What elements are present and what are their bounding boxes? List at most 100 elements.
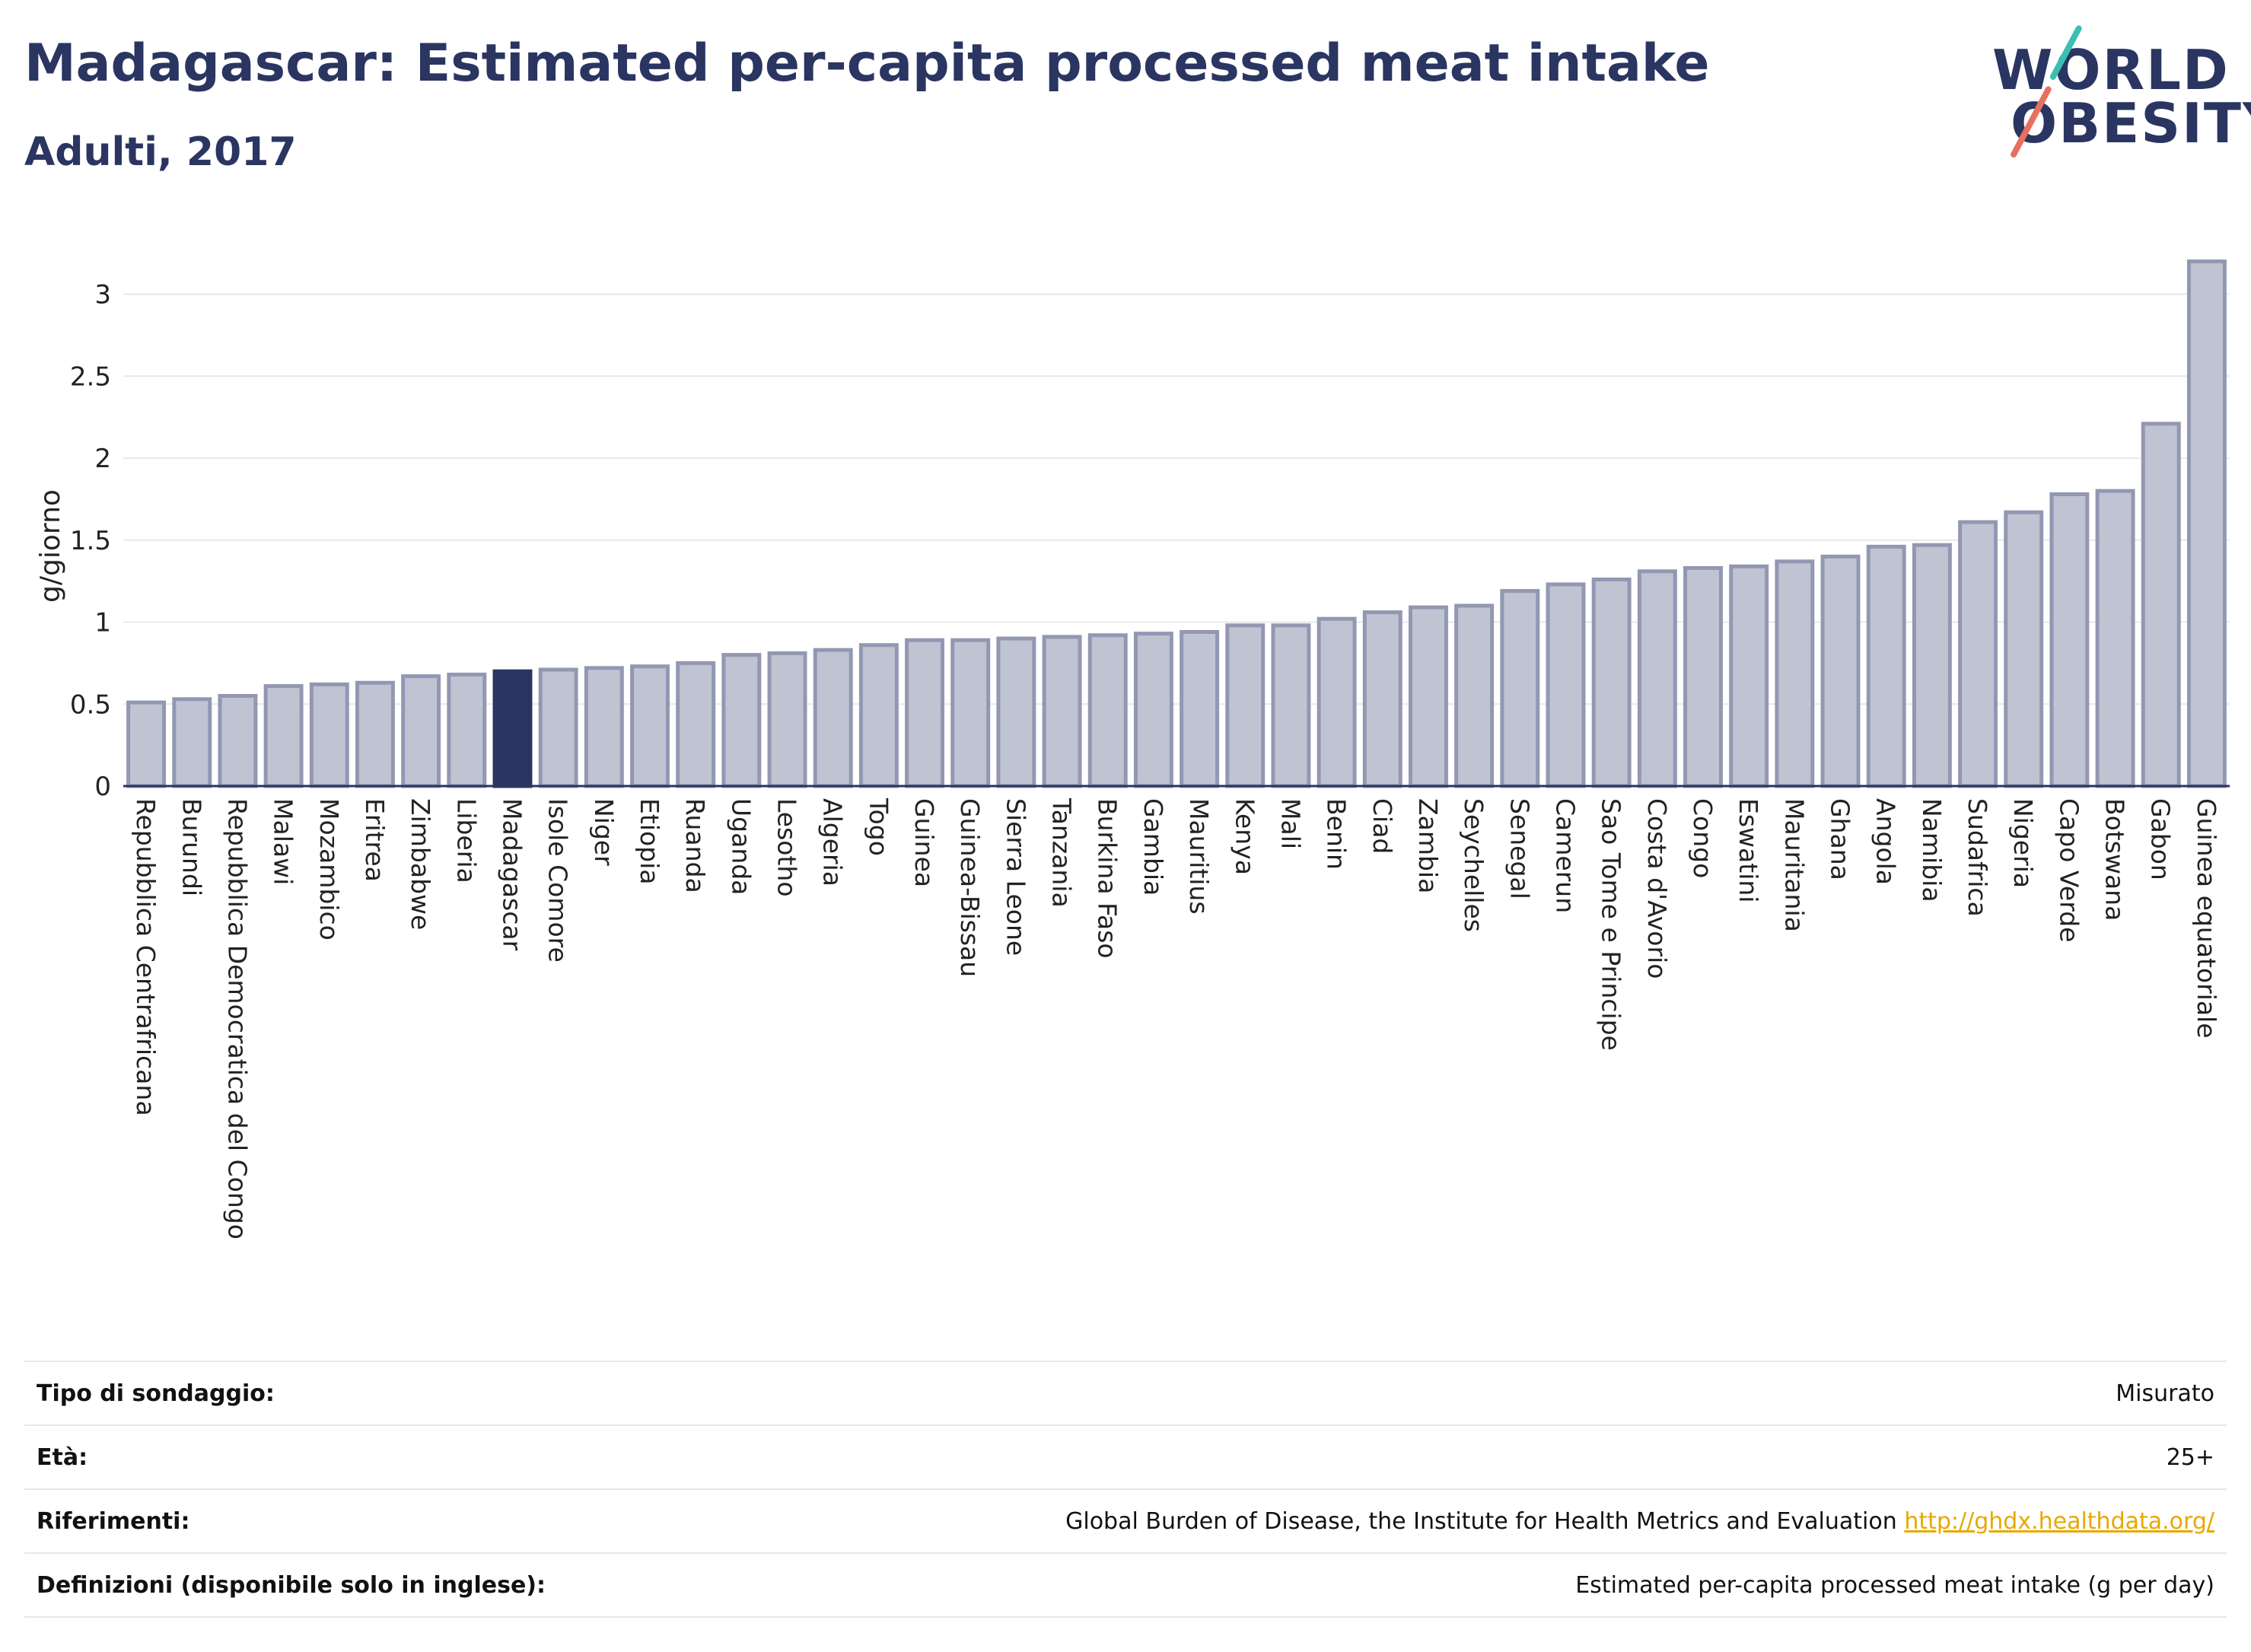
bar-repubblica-centrafricana[interactable] [126, 700, 167, 788]
bar-chart: 0 0.5 1 1.5 2 2.5 3 Repubblica Centrafricana Bu… [35, 259, 2230, 1240]
x-tick-label: Mauritania [1779, 798, 1809, 932]
x-tick-label: Gabon [2146, 798, 2176, 880]
info-row-definitions: Definizioni (disponibile solo in inglese… [24, 1552, 2227, 1618]
bar-mozambico[interactable] [309, 682, 349, 788]
bar-seychelles[interactable] [1454, 603, 1495, 788]
x-tick-label: Eswatini [1734, 798, 1763, 902]
x-tick-label: Gambia [1138, 798, 1168, 896]
x-tick-label: Sao Tome e Principe [1597, 798, 1626, 1051]
bar-gabon[interactable] [2141, 422, 2181, 788]
bar-lesotho[interactable] [767, 651, 807, 788]
reference-text: Global Burden of Disease, the Institute … [1065, 1507, 1897, 1535]
y-tick-label: 3 [94, 280, 111, 310]
y-tick-label: 1 [94, 608, 111, 638]
x-tick-label: Namibia [1917, 798, 1947, 902]
x-tick-label: Niger [589, 798, 619, 866]
info-value: Estimated per-capita processed meat inta… [1575, 1571, 2214, 1599]
bar-algeria[interactable] [813, 648, 853, 788]
bar-burkina-faso[interactable] [1087, 633, 1128, 788]
bars [126, 259, 2227, 788]
x-tick-label: Capo Verde [2054, 798, 2084, 942]
bar-botswana[interactable] [2095, 489, 2135, 788]
bar-guinea-bissau[interactable] [950, 638, 991, 788]
bar-niger[interactable] [584, 666, 624, 788]
bar-ruanda[interactable] [676, 660, 716, 788]
world-obesity-logo[interactable]: WORLD OBESITY [1979, 15, 2251, 160]
info-value: Misurato [2116, 1380, 2214, 1407]
bar-mali[interactable] [1271, 623, 1311, 788]
bar-namibia[interactable] [1912, 543, 1952, 788]
x-tick-label: Congo [1688, 798, 1718, 878]
bar-sao-tome-e-principe[interactable] [1591, 578, 1632, 788]
reference-link[interactable]: http://ghdx.healthdata.org/ [1904, 1507, 2214, 1535]
logo-text-line1: WORLD [1992, 38, 2230, 102]
x-tick-label: Guinea [909, 798, 939, 887]
bar-malawi[interactable] [263, 684, 304, 788]
bar-nigeria[interactable] [2004, 510, 2044, 788]
x-tick-label: Seychelles [1459, 798, 1488, 932]
bar-ciad[interactable] [1362, 610, 1402, 788]
bar-camerun[interactable] [1546, 582, 1586, 788]
bar-benin[interactable] [1317, 616, 1357, 788]
x-tick-label: Zambia [1413, 798, 1443, 893]
bar-capo-verde[interactable] [2049, 492, 2090, 788]
y-axis-ticks: 0 0.5 1 1.5 2 2.5 3 [70, 280, 111, 802]
x-tick-label: Tanzania [1047, 797, 1077, 908]
info-value: 25+ [2166, 1444, 2214, 1471]
x-tick-label: Ruanda [680, 798, 710, 893]
x-tick-label: Burundi [177, 798, 206, 896]
bar-repubblica-democratica-del-congo[interactable] [218, 694, 258, 788]
y-tick-label: 0 [94, 772, 111, 802]
info-row-age: Età: 25+ [24, 1424, 2227, 1488]
y-tick-label: 1.5 [70, 526, 111, 556]
bar-senegal[interactable] [1500, 589, 1540, 788]
bar-burundi[interactable] [172, 697, 212, 788]
bar-isole-comore[interactable] [538, 667, 578, 788]
bar-gambia[interactable] [1133, 632, 1173, 788]
bar-kenya[interactable] [1225, 623, 1266, 788]
y-tick-label: 2 [94, 444, 111, 474]
x-tick-label: Algeria [818, 798, 848, 886]
x-tick-label: Guinea-Bissau [955, 798, 985, 977]
x-tick-label: Zimbabwe [406, 798, 435, 930]
bar-congo[interactable] [1683, 565, 1723, 788]
x-tick-label: Ghana [1826, 798, 1855, 880]
info-row-references: Riferimenti: Global Burden of Disease, t… [24, 1488, 2227, 1552]
x-tick-label: Isole Comore [543, 798, 573, 963]
bar-zambia[interactable] [1408, 605, 1448, 788]
bar-ghana[interactable] [1820, 554, 1861, 788]
bar-liberia[interactable] [447, 672, 487, 788]
x-tick-label: Sierra Leone [1001, 798, 1030, 956]
x-tick-label: Eritrea [360, 798, 390, 882]
bar-uganda[interactable] [721, 653, 762, 788]
bar-angola[interactable] [1866, 544, 1906, 788]
bar-sierra-leone[interactable] [996, 636, 1036, 788]
x-tick-label: Mauritius [1184, 798, 1214, 915]
bar-tanzania[interactable] [1042, 635, 1082, 788]
bar-madagascar[interactable] [492, 669, 533, 788]
bar-costa-d-avorio[interactable] [1637, 569, 1677, 788]
x-tick-label: Nigeria [2008, 798, 2038, 888]
x-tick-label: Kenya [1230, 798, 1259, 875]
x-tick-label: Lesotho [772, 798, 802, 897]
x-tick-label: Guinea equatoriale [2192, 798, 2221, 1039]
info-label: Età: [37, 1444, 88, 1471]
bar-guinea-equatoriale[interactable] [2186, 259, 2227, 788]
info-label: Tipo di sondaggio: [37, 1380, 275, 1407]
bar-etiopia[interactable] [630, 664, 670, 788]
bar-togo[interactable] [858, 643, 899, 788]
bar-eritrea[interactable] [355, 680, 395, 788]
y-axis-label: g/giorno [35, 489, 66, 603]
bar-sudafrica[interactable] [1958, 520, 1998, 788]
bar-zimbabwe[interactable] [401, 674, 441, 788]
chart-subtitle: Adulti, 2017 [24, 129, 297, 175]
bar-mauritius[interactable] [1180, 629, 1220, 788]
x-tick-label: Mali [1275, 798, 1305, 849]
bar-mauritania[interactable] [1775, 559, 1815, 788]
x-tick-label: Sudafrica [1963, 798, 1992, 917]
bar-eswatini[interactable] [1729, 564, 1769, 788]
y-tick-label: 2.5 [70, 361, 111, 392]
info-row-survey-type: Tipo di sondaggio: Misurato [24, 1361, 2227, 1424]
x-tick-label: Botswana [2100, 798, 2130, 921]
bar-guinea[interactable] [905, 638, 945, 788]
